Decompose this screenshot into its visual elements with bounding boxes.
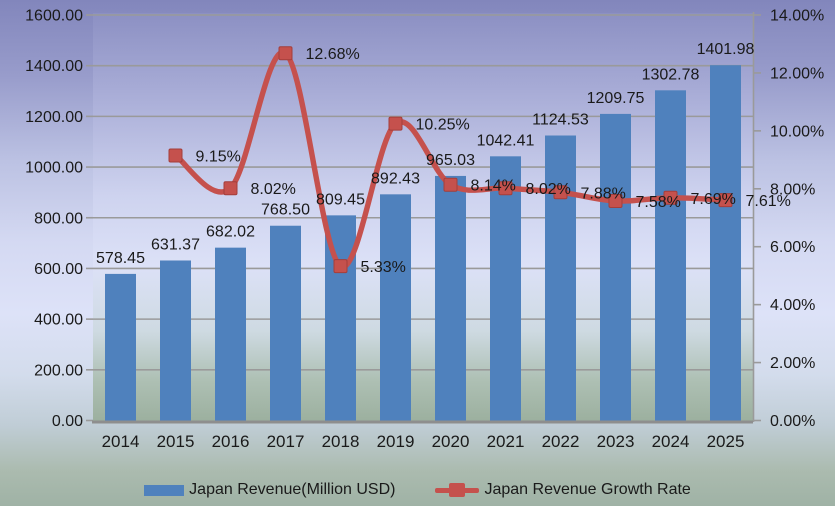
x-axis-label-2020: 2020 [432,432,470,451]
bar-label-2015: 631.37 [151,236,200,253]
growth-label-2018: 5.33% [361,259,406,276]
x-axis-label-2017: 2017 [267,432,305,451]
x-axis-label-2022: 2022 [542,432,580,451]
right-axis-label-4.00%: 4.00% [770,297,815,314]
left-axis-label-1000.00: 1000.00 [25,160,83,177]
legend: Japan Revenue(Million USD) Japan Revenue… [0,476,835,504]
growth-label-2019: 10.25% [416,117,470,134]
x-axis-label-2021: 2021 [487,432,525,451]
marker-2021 [498,181,513,196]
growth-label-2022: 7.88% [581,185,626,202]
bar-label-2020: 965.03 [426,152,475,169]
left-axis-label-0.00: 0.00 [52,413,83,430]
left-axis-label-1200.00: 1200.00 [25,109,83,126]
bar-label-2017: 768.50 [261,202,310,219]
x-axis-label-2025: 2025 [707,432,745,451]
bar-2023 [600,113,631,421]
left-axis-label-600.00: 600.00 [34,261,83,278]
right-axis-label-14.00%: 14.00% [770,8,824,25]
marker-2024 [663,190,678,205]
bar-2021 [490,156,521,421]
growth-marker-icon [449,483,466,497]
bar-2024 [655,90,686,421]
marker-2025 [718,193,733,208]
bar-2016 [215,247,246,421]
bar-label-2022: 1124.53 [532,112,589,129]
right-axis-label-8.00%: 8.00% [770,181,815,198]
bar-label-2025: 1401.98 [697,41,755,58]
marker-2016 [223,181,238,196]
bar-label-2019: 892.43 [371,170,420,187]
right-axis-label-0.00%: 0.00% [770,413,815,430]
left-axis-label-800.00: 800.00 [34,210,83,227]
right-axis-label-12.00%: 12.00% [770,65,824,82]
bar-2014 [105,273,136,421]
growth-label-2021: 8.02% [526,181,571,198]
legend-item-growth: Japan Revenue Growth Rate [435,481,691,499]
left-axis-label-400.00: 400.00 [34,312,83,329]
bar-label-2016: 682.02 [206,224,255,241]
x-axis-label-2018: 2018 [322,432,360,451]
bar-label-2021: 1042.41 [477,132,535,149]
growth-label-2025: 7.61% [746,193,791,210]
x-axis-label-2024: 2024 [652,432,690,451]
bar-2022 [545,135,576,421]
x-axis-label-2015: 2015 [157,432,195,451]
x-axis-label-2014: 2014 [102,432,140,451]
left-axis-label-1400.00: 1400.00 [25,58,83,75]
revenue-legend-label: Japan Revenue(Million USD) [189,481,396,498]
marker-2022 [553,185,568,200]
growth-label-2017: 12.68% [306,46,360,63]
bar-label-2014: 578.45 [96,250,145,267]
growth-label-2023: 7.58% [636,194,681,211]
growth-legend-label: Japan Revenue Growth Rate [484,481,691,498]
combo-chart-canvas: 578.45 631.37 682.02 768.50 809.45 892.43 965.… [25,8,824,452]
bar-2019 [380,194,411,421]
x-axis-label-2019: 2019 [377,432,415,451]
marker-2020 [443,177,458,192]
right-axis-label-2.00%: 2.00% [770,355,815,372]
growth-label-2016: 8.02% [251,181,296,198]
plot-background [93,13,753,421]
marker-2017 [278,46,293,61]
left-axis-label-1600.00: 1600.00 [25,8,83,25]
left-axis-label-200.00: 200.00 [34,362,83,379]
bar-2015 [160,260,191,421]
marker-2018 [333,259,348,274]
bar-2025 [710,65,741,421]
bar-label-2018: 809.45 [316,191,365,208]
bar-label-2023: 1209.75 [587,90,645,107]
legend-item-revenue: Japan Revenue(Million USD) [144,481,395,499]
growth-label-2015: 9.15% [196,148,241,165]
bar-label-2024: 1302.78 [642,66,700,83]
right-axis-label-6.00%: 6.00% [770,239,815,256]
bar-2020 [435,175,466,421]
growth-label-2024: 7.69% [691,191,736,208]
right-axis-label-10.00%: 10.00% [770,123,824,140]
revenue-series-swatch-icon [144,484,185,496]
marker-2023 [608,193,623,208]
marker-2019 [388,116,403,131]
growth-series-swatch-icon [435,483,480,497]
marker-2015 [168,148,183,163]
growth-label-2020: 8.14% [471,178,516,195]
x-axis-label-2016: 2016 [212,432,250,451]
x-axis-label-2023: 2023 [597,432,635,451]
bar-2017 [270,225,301,421]
